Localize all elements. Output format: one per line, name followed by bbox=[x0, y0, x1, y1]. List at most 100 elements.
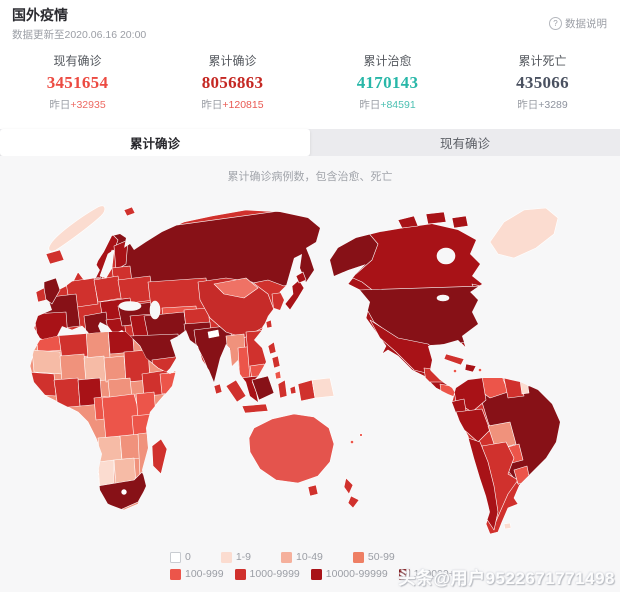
legend-swatch bbox=[398, 568, 410, 580]
legend-swatch bbox=[234, 568, 246, 580]
region-mongolia bbox=[213, 277, 259, 299]
black-sea bbox=[118, 301, 142, 311]
legend-swatch bbox=[220, 551, 232, 563]
region-somalia bbox=[159, 371, 176, 395]
region-philippines bbox=[267, 341, 277, 355]
delta-prefix: 昨日 bbox=[49, 99, 71, 111]
region-ireland bbox=[35, 287, 47, 303]
map-legend: 0 1-9 10-49 50-99 100-999 1000-9999 1000… bbox=[170, 546, 466, 580]
stat-label: 累计治愈 bbox=[363, 54, 412, 68]
stat-delta: 昨日+3289 bbox=[465, 97, 620, 112]
tab-current-confirmed[interactable]: 现有确诊 bbox=[439, 137, 490, 151]
legend-label: 100000+ bbox=[413, 568, 455, 580]
region-greenland bbox=[489, 207, 559, 259]
stat-value: 8056863 bbox=[201, 73, 264, 92]
page-title: 国外疫情 bbox=[12, 7, 68, 23]
map-section: 累计确诊病例数，包含治愈、死亡 bbox=[0, 156, 620, 592]
region-nepal bbox=[207, 329, 220, 339]
region-cuba bbox=[443, 353, 465, 366]
legend-label: 10-49 bbox=[296, 551, 323, 563]
region-philippines bbox=[271, 355, 281, 369]
region-new-zealand-south bbox=[347, 495, 360, 509]
region-mauritania bbox=[31, 349, 63, 375]
legend-item: 10-49 bbox=[281, 551, 323, 563]
stat-delta: 昨日+120815 bbox=[155, 97, 310, 112]
stats-row: 现有确诊 3451654 昨日+32935 累计确诊 8056863 昨日+12… bbox=[0, 52, 620, 112]
caspian-sea bbox=[149, 300, 161, 320]
region-falklands bbox=[503, 522, 512, 530]
region-arctic-islands bbox=[397, 215, 419, 229]
stat-value: 435066 bbox=[516, 73, 569, 92]
region-south-america bbox=[451, 377, 561, 535]
stat-cumulative-cured: 累计治愈 4170143 昨日+84591 bbox=[310, 52, 465, 112]
legend-item: 0 bbox=[170, 551, 191, 563]
stat-label: 累计死亡 bbox=[518, 54, 567, 68]
legend-item: 100-999 bbox=[170, 568, 224, 580]
region-usa bbox=[357, 285, 482, 347]
region-north-america bbox=[329, 223, 483, 399]
toutiao-user-watermark: 头条@用户9522671771498 bbox=[398, 569, 615, 588]
delta-prefix: 昨日 bbox=[201, 99, 223, 111]
tab-cumulative-confirmed[interactable]: 累计确诊 bbox=[0, 129, 310, 156]
region-java bbox=[241, 403, 269, 414]
legend-item: 50-99 bbox=[352, 551, 395, 563]
delta-prefix: 昨日 bbox=[517, 99, 539, 111]
region-algeria bbox=[57, 332, 89, 359]
delta-prefix: 昨日 bbox=[359, 99, 381, 111]
great-lakes bbox=[436, 294, 450, 302]
region-mali bbox=[59, 353, 87, 383]
region-arctic-islands bbox=[451, 215, 469, 229]
region-papua-new-guinea bbox=[311, 377, 335, 399]
region-sulawesi bbox=[277, 379, 288, 399]
region-hispaniola bbox=[464, 363, 477, 373]
region-niger bbox=[83, 355, 107, 383]
legend-swatch bbox=[170, 551, 181, 563]
region-kenya bbox=[135, 391, 157, 419]
region-philippines bbox=[274, 370, 282, 380]
legend-swatch bbox=[170, 568, 181, 580]
legend-row: 0 1-9 10-49 50-99 bbox=[170, 551, 466, 563]
region-sri-lanka bbox=[213, 383, 223, 395]
region-new-zealand-north bbox=[343, 477, 354, 495]
region-hokkaido bbox=[295, 271, 307, 284]
legend-item: 1-9 bbox=[220, 551, 251, 563]
stat-delta: 昨日+32935 bbox=[0, 97, 155, 112]
map-mode-tabs: 累计确诊 现有确诊 bbox=[0, 129, 620, 156]
region-iceland bbox=[45, 249, 65, 265]
data-explanation-link[interactable]: ? 数据说明 bbox=[549, 16, 607, 31]
delta-value: +120815 bbox=[222, 99, 264, 111]
region-borneo bbox=[251, 375, 275, 401]
region-ghana-ivory-coast bbox=[53, 377, 81, 409]
legend-label: 1000-9999 bbox=[249, 568, 300, 580]
legend-label: 10000-99999 bbox=[325, 568, 388, 580]
legend-swatch bbox=[281, 551, 293, 563]
region-pacific-island bbox=[359, 433, 363, 437]
stat-cumulative-deaths: 累计死亡 435066 昨日+3289 bbox=[465, 52, 620, 112]
delta-value: +3289 bbox=[538, 99, 568, 111]
stat-delta: 昨日+84591 bbox=[310, 97, 465, 112]
region-moluccas bbox=[289, 385, 297, 395]
updated-timestamp: 数据更新至2020.06.16 20:00 bbox=[12, 29, 147, 41]
region-puerto-rico bbox=[478, 368, 482, 372]
region-guyanas bbox=[503, 378, 525, 399]
stat-value: 3451654 bbox=[46, 73, 109, 92]
stat-cumulative-confirmed: 累计确诊 8056863 昨日+120815 bbox=[155, 52, 310, 112]
region-jamaica bbox=[453, 369, 457, 373]
region-tasmania bbox=[307, 484, 319, 497]
legend-label: 0 bbox=[185, 551, 191, 563]
region-japan bbox=[284, 279, 305, 311]
legend-swatch bbox=[352, 551, 364, 563]
baltic-sea bbox=[99, 249, 115, 279]
legend-item: 10000-99999 bbox=[310, 568, 388, 580]
legend-swatch bbox=[310, 568, 322, 580]
region-chad bbox=[103, 355, 127, 383]
region-taiwan bbox=[265, 319, 273, 329]
region-bolivia bbox=[487, 421, 517, 451]
legend-item: 100000+ bbox=[398, 568, 455, 580]
region-eurasia bbox=[33, 209, 321, 403]
legend-label: 100-999 bbox=[185, 568, 224, 580]
region-pacific-island bbox=[350, 440, 354, 444]
legend-row: 100-999 1000-9999 10000-99999 100000+ bbox=[170, 568, 466, 580]
stat-label: 累计确诊 bbox=[208, 54, 257, 68]
world-choropleth-map bbox=[29, 205, 561, 535]
